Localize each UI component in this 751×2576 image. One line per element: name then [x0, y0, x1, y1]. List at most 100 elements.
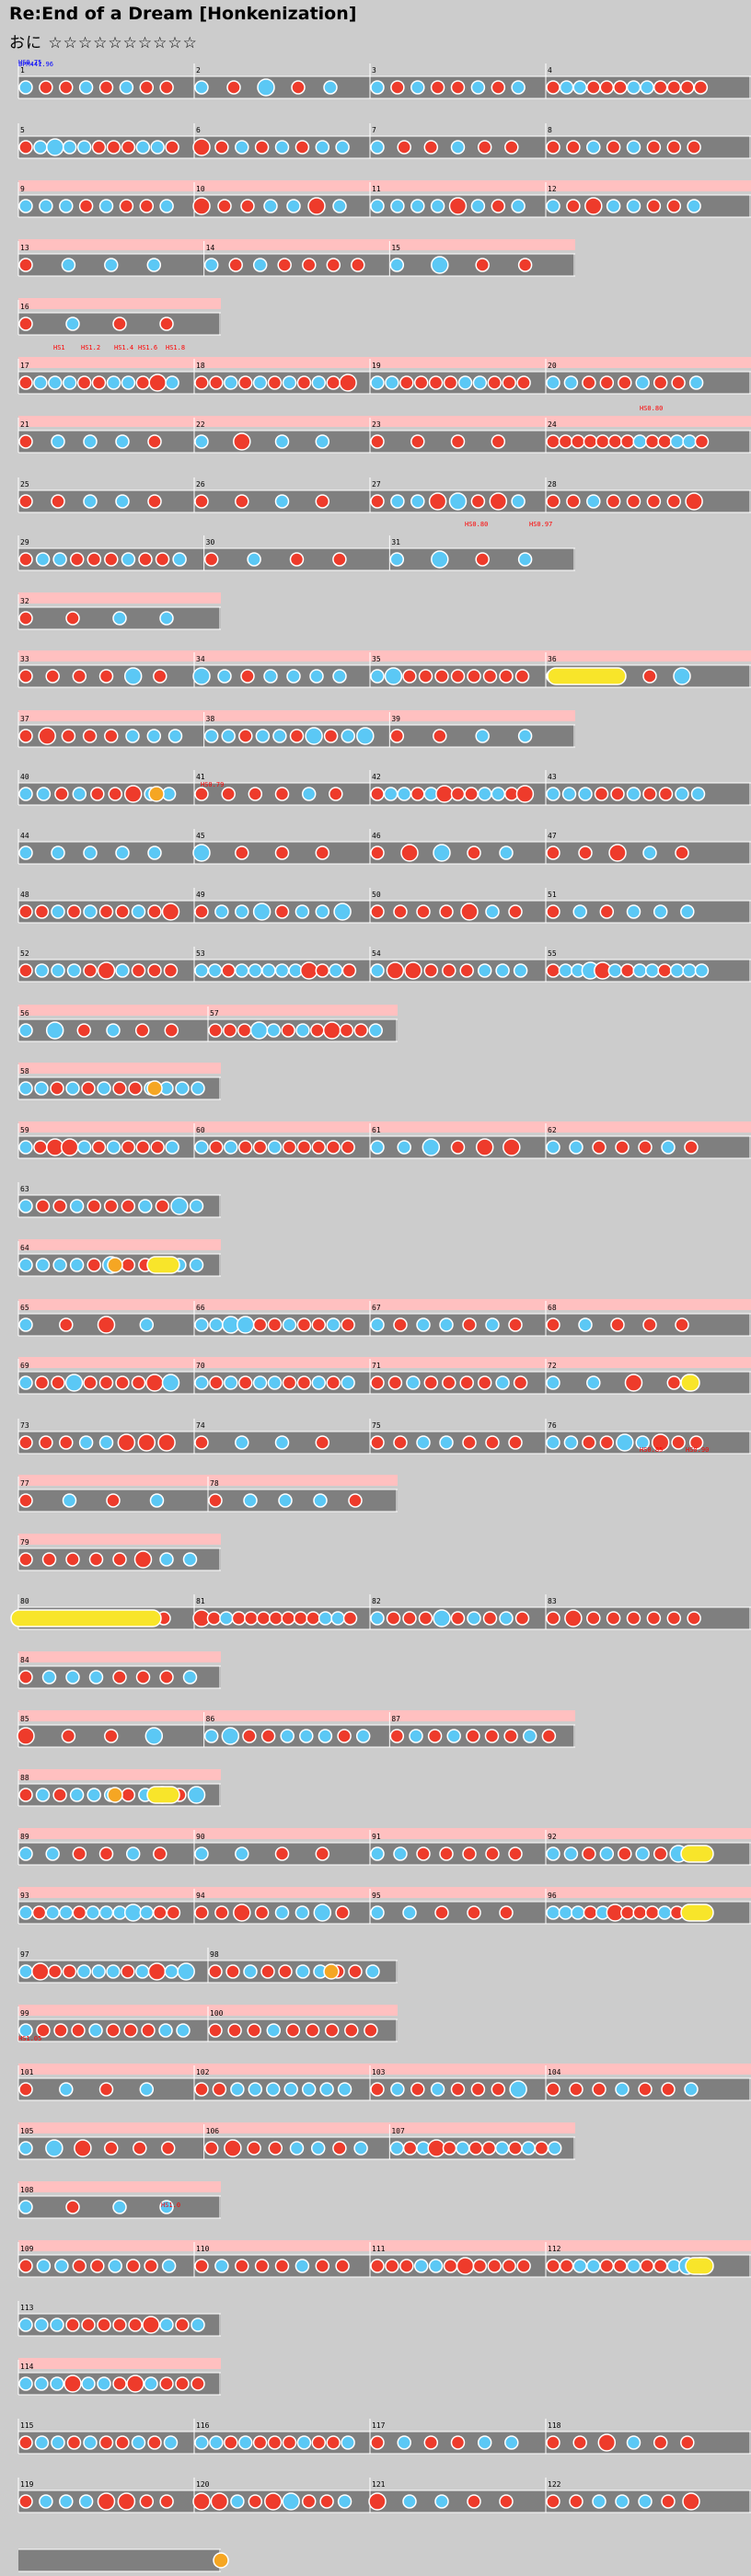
- don-note: [128, 2317, 143, 2332]
- don-note: [78, 199, 94, 213]
- don-note: [206, 1611, 222, 1626]
- measure-number: 82: [372, 1597, 381, 1605]
- don-note: [653, 2259, 668, 2273]
- bpm-marker: BPM441.96: [18, 61, 53, 68]
- don-note: [508, 1317, 523, 1332]
- don-note: [339, 374, 357, 392]
- ka-note: [18, 1258, 33, 1272]
- don-note: [467, 669, 481, 684]
- don-note: [626, 494, 641, 509]
- don-note: [439, 904, 454, 919]
- gogo-band: [18, 2181, 221, 2192]
- gogo-band: [18, 180, 751, 191]
- ka-note: [313, 1493, 328, 1508]
- don-note: [484, 1729, 500, 1743]
- don-note: [546, 2494, 560, 2509]
- ka-note: [422, 1138, 441, 1156]
- ka-note: [470, 199, 486, 213]
- measure-number: 11: [372, 185, 381, 193]
- don-note: [306, 1611, 320, 1626]
- ka-note: [209, 2435, 224, 2450]
- don-note: [62, 1964, 77, 1979]
- ka-note: [416, 1317, 431, 1332]
- don-note: [87, 1199, 101, 1213]
- ka-note: [36, 787, 52, 801]
- don-note: [145, 1374, 164, 1392]
- ka-note: [149, 1493, 165, 1508]
- ka-note: [106, 375, 121, 390]
- ka-note: [571, 1905, 585, 1920]
- measure-number: 79: [20, 1538, 29, 1547]
- scroll-marker: HS1.05: [18, 2035, 41, 2042]
- don-note: [54, 787, 69, 801]
- don-note: [115, 904, 130, 919]
- measure-number: 23: [372, 420, 381, 429]
- don-note: [680, 2435, 695, 2450]
- don-note: [247, 2023, 261, 2038]
- ka-note: [370, 375, 385, 390]
- ka-note: [18, 1846, 33, 1861]
- don-note: [131, 1375, 146, 1390]
- don-note: [404, 961, 422, 980]
- ka-note: [546, 1140, 560, 1155]
- don-note: [254, 140, 270, 155]
- ka-note: [176, 2023, 191, 2038]
- note-lane: [18, 2549, 221, 2571]
- don-note: [632, 1905, 647, 1920]
- don-note: [91, 140, 107, 155]
- don-note: [460, 903, 479, 921]
- don-note: [427, 2139, 445, 2157]
- don-note: [87, 552, 102, 567]
- measure-number: 109: [20, 2245, 34, 2253]
- ka-note: [51, 963, 65, 978]
- ka-note: [18, 80, 33, 95]
- don-note: [98, 2082, 114, 2097]
- ka-note: [546, 787, 560, 801]
- ka-note: [416, 1435, 431, 1450]
- ka-note: [286, 669, 301, 684]
- ka-note: [286, 199, 301, 213]
- ka-note: [146, 729, 162, 743]
- don-note: [248, 787, 263, 801]
- don-note: [435, 785, 454, 803]
- don-note: [104, 2141, 119, 2156]
- don-note: [599, 1435, 615, 1450]
- ka-note: [433, 1609, 451, 1627]
- ka-note: [370, 1846, 385, 1861]
- don-note: [159, 2494, 174, 2509]
- measure-number: 50: [372, 891, 381, 899]
- song-title: Re:End of a Dream [Honkenization]: [9, 4, 357, 24]
- ka-note: [18, 2141, 33, 2156]
- don-note: [66, 904, 82, 919]
- ka-note: [335, 140, 350, 155]
- ka-note: [315, 140, 330, 155]
- measure-number: 27: [372, 480, 381, 489]
- don-note: [131, 963, 146, 978]
- don-note: [121, 1788, 136, 1802]
- don-note: [508, 1435, 523, 1450]
- ka-note: [457, 375, 473, 390]
- ka-note: [18, 787, 33, 801]
- measure-number: 99: [20, 2009, 29, 2018]
- don-note: [159, 316, 174, 331]
- gogo-band: [18, 1828, 751, 1839]
- don-note: [52, 1788, 67, 1802]
- ka-note: [159, 2317, 174, 2332]
- ka-note: [187, 1786, 206, 1804]
- don-note: [615, 1140, 630, 1155]
- don-note: [597, 2433, 617, 2452]
- ka-note: [333, 903, 352, 921]
- ka-note: [572, 80, 587, 95]
- measure-number: 6: [196, 126, 201, 134]
- ka-note: [69, 1258, 85, 1272]
- ka-note: [274, 1435, 290, 1450]
- ka-note: [194, 434, 209, 449]
- ka-note: [33, 140, 48, 155]
- ka-note: [59, 199, 74, 213]
- ka-note: [252, 1375, 268, 1390]
- ka-note: [48, 375, 63, 390]
- don-note: [98, 904, 114, 919]
- don-note: [342, 1611, 358, 1626]
- don-note: [72, 1905, 87, 1920]
- ka-note: [139, 2082, 155, 2097]
